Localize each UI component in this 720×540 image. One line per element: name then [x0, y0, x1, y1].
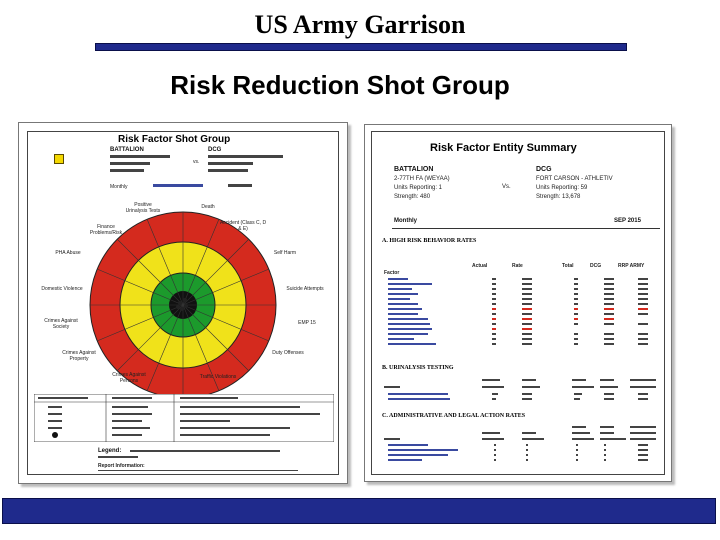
vs-label: Vs.: [502, 184, 511, 190]
entity-summary-document: Risk Factor Entity Summary BATTALION DCG…: [364, 124, 672, 482]
dcg-label: DCG: [208, 147, 222, 153]
battalion-label: BATTALION: [110, 147, 144, 153]
battalion-label: BATTALION: [394, 166, 434, 173]
legend-label: Legend:: [98, 448, 122, 454]
shot-group-title: Risk Factor Shot Group: [118, 134, 231, 145]
label-death: Death: [201, 204, 215, 210]
admin-legal-table: [384, 426, 656, 461]
label-positive-urinalysis: Positive Urinalysis Tests: [125, 202, 161, 214]
entity-summary-title: Risk Factor Entity Summary: [430, 142, 577, 154]
label-finance: Finance Problems/Risk: [89, 224, 123, 236]
label-pha-abuse: PHA Abuse: [55, 250, 81, 256]
document-border: Risk Factor Shot Group BATTALION DCG vs.…: [27, 131, 339, 475]
label-domestic-violence: Domestic Violence: [41, 286, 83, 292]
units-reporting-left: Units Reporting: 1: [394, 185, 443, 191]
section-a-heading: A. HIGH RISK BEHAVIOR RATES: [382, 238, 477, 244]
label-suicide-attempts: Suicide Attempts: [286, 286, 324, 292]
label-self-harm: Self Harm: [273, 250, 297, 256]
strength-left: Strength: 480: [394, 194, 431, 200]
report-info-label: Report Information:: [98, 463, 145, 469]
section-c-heading: C. ADMINISTRATIVE AND LEGAL ACTION RATES: [382, 413, 526, 419]
section-b-heading: B. URINALYSIS TESTING: [382, 365, 454, 371]
dcg-label: DCG: [536, 166, 552, 173]
col-rate: Rate: [512, 263, 523, 269]
shot-group-target: [89, 211, 277, 399]
monthly-label: Monthly: [110, 184, 128, 190]
color-legend-table: [34, 394, 334, 442]
label-duty-offenses: Duty Offenses: [272, 350, 304, 356]
label-accident: Accident (Class C, D & E): [219, 220, 267, 232]
battalion-value: 2-77TH FA (WEYAA): [394, 176, 450, 182]
slide-title: US Army Garrison: [254, 10, 466, 39]
col-total: Total: [562, 263, 574, 269]
label-traffic-violations: Traffic Violations: [199, 374, 237, 380]
label-crimes-property: Crimes Against Property: [62, 350, 96, 362]
shot-group-document: Risk Factor Shot Group BATTALION DCG vs.…: [18, 122, 348, 484]
document-border: Risk Factor Entity Summary BATTALION DCG…: [371, 131, 665, 475]
col-actual: Actual: [472, 263, 488, 269]
vs-label: vs.: [193, 159, 200, 165]
col-factor: Factor: [384, 270, 400, 276]
title-underline: [95, 43, 627, 51]
slide-subtitle: Risk Reduction Shot Group: [170, 70, 510, 100]
unit-logo: [54, 154, 64, 164]
label-crimes-society: Crimes Against Society: [44, 318, 78, 330]
label-crimes-persons: Crimes Against Persons: [112, 372, 146, 384]
dcg-value: FORT CARSON - ATHLETIV: [536, 176, 613, 182]
high-risk-rates-table: [388, 278, 648, 345]
footer-bar: [2, 498, 716, 524]
urinalysis-table: [384, 379, 656, 400]
col-rrp: RRP ARMY: [618, 263, 645, 269]
period-label: SEP 2015: [614, 218, 641, 224]
strength-right: Strength: 13,678: [536, 194, 581, 200]
monthly-label: Monthly: [394, 218, 417, 224]
units-reporting-right: Units Reporting: 59: [536, 185, 588, 191]
col-dcg: DCG: [590, 263, 602, 269]
label-emp15: EMP 15: [298, 320, 316, 326]
